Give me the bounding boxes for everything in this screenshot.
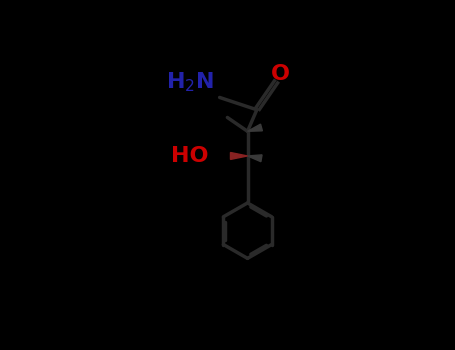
Text: H$_2$N: H$_2$N [166, 70, 214, 94]
Polygon shape [231, 153, 248, 160]
Polygon shape [248, 124, 263, 131]
Text: O: O [271, 64, 289, 84]
Text: HO: HO [172, 146, 209, 166]
Polygon shape [248, 155, 262, 162]
